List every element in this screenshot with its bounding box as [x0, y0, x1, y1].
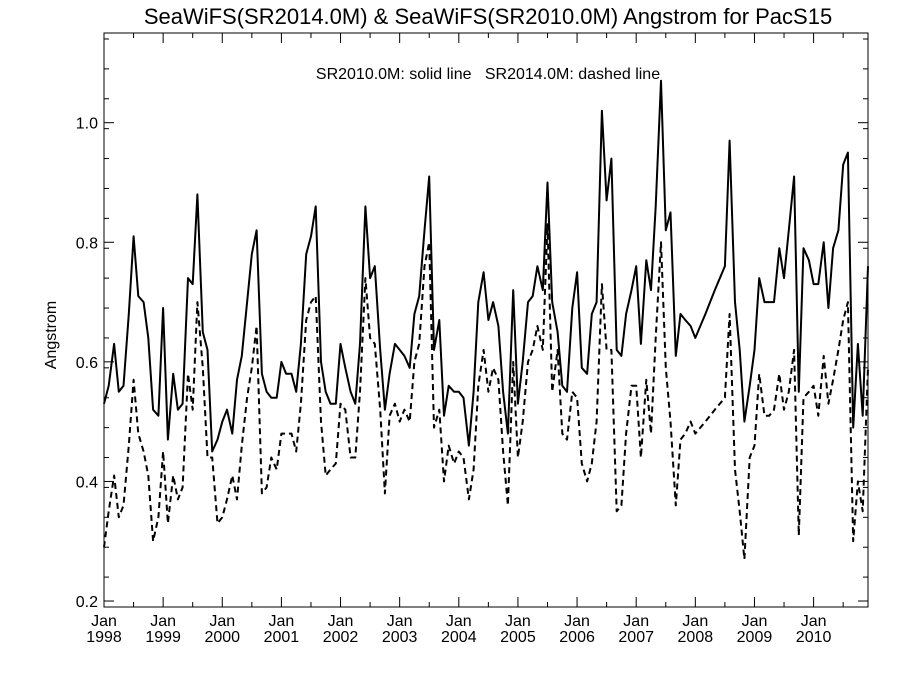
y-tick-label: 0.2 [76, 594, 98, 611]
x-tick-year: 2000 [204, 629, 240, 646]
x-tick-month: Jan [623, 613, 649, 630]
x-tick-month: Jan [801, 613, 827, 630]
series-line-dashed [103, 223, 869, 561]
y-tick-label: 0.8 [76, 235, 98, 252]
x-tick-month: Jan [387, 613, 413, 630]
series-line-solid [103, 79, 869, 453]
y-tick-label: 1.0 [76, 116, 98, 133]
x-tick-year: 2003 [382, 629, 418, 646]
x-tick-year: 2009 [737, 629, 773, 646]
x-tick-month: Jan [150, 613, 176, 630]
x-tick-month: Jan [682, 613, 708, 630]
x-tick-year: 2002 [323, 629, 359, 646]
y-tick-label: 0.6 [76, 355, 98, 372]
y-tick-label: 0.4 [76, 474, 98, 491]
x-tick-month: Jan [269, 613, 295, 630]
x-tick-year: 1999 [145, 629, 181, 646]
x-tick-year: 2010 [796, 629, 832, 646]
x-tick-month: Jan [564, 613, 590, 630]
x-tick-month: Jan [328, 613, 354, 630]
chart-title: SeaWiFS(SR2014.0M) & SeaWiFS(SR2010.0M) … [144, 4, 832, 29]
chart-annotation: SR2010.0M: solid line SR2014.0M: dashed … [316, 66, 660, 83]
x-tick-year: 1998 [86, 629, 122, 646]
y-axis-label: Angstrom [43, 301, 60, 369]
plot-frame [103, 32, 869, 608]
axes: 0.20.40.60.81.0Jan1998Jan1999Jan2000Jan2… [76, 33, 868, 646]
x-tick-year: 2008 [678, 629, 714, 646]
series-layer [103, 79, 869, 561]
x-tick-year: 2004 [441, 629, 477, 646]
x-tick-year: 2007 [618, 629, 654, 646]
x-tick-year: 2005 [500, 629, 536, 646]
x-tick-month: Jan [209, 613, 235, 630]
x-tick-month: Jan [505, 613, 531, 630]
x-tick-year: 2006 [559, 629, 595, 646]
x-tick-year: 2001 [264, 629, 300, 646]
x-tick-month: Jan [91, 613, 117, 630]
x-tick-month: Jan [742, 613, 768, 630]
x-tick-month: Jan [446, 613, 472, 630]
